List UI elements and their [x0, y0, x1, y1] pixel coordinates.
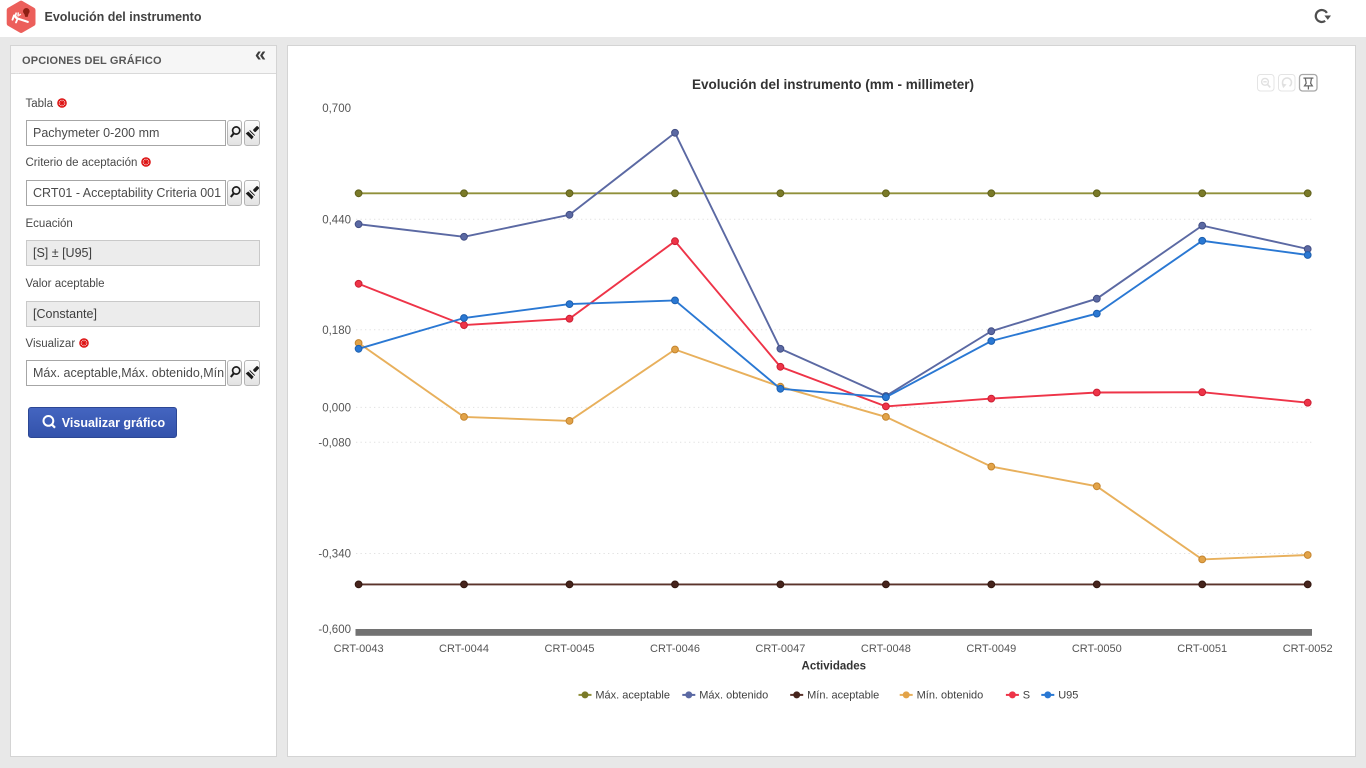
- svg-text:0,440: 0,440: [322, 214, 351, 226]
- svg-text:-0,600: -0,600: [318, 624, 351, 636]
- svg-text:0,700: 0,700: [322, 103, 351, 115]
- svg-text:CRT-0050: CRT-0050: [1072, 643, 1122, 655]
- svg-text:CRT-0043: CRT-0043: [334, 643, 384, 655]
- svg-text:0,180: 0,180: [322, 325, 351, 337]
- svg-text:0,000: 0,000: [322, 402, 351, 414]
- svg-text:CRT-0048: CRT-0048: [861, 643, 911, 655]
- svg-text:Evolución del instrumento (mm: Evolución del instrumento (mm - millimet…: [692, 77, 974, 92]
- svg-text:Máx. obtenido: Máx. obtenido: [699, 690, 768, 702]
- svg-text:CRT-0047: CRT-0047: [755, 643, 805, 655]
- svg-text:Actividades: Actividades: [802, 661, 867, 673]
- svg-text:CRT-0044: CRT-0044: [439, 643, 489, 655]
- svg-text:Mín. aceptable: Mín. aceptable: [807, 690, 879, 702]
- svg-text:Mín. obtenido: Mín. obtenido: [917, 690, 984, 702]
- svg-text:S: S: [1023, 690, 1030, 702]
- svg-text:CRT-0046: CRT-0046: [650, 643, 700, 655]
- svg-text:Máx. aceptable: Máx. aceptable: [595, 690, 670, 702]
- svg-text:-0,080: -0,080: [318, 437, 351, 449]
- svg-text:CRT-0049: CRT-0049: [966, 643, 1016, 655]
- svg-text:-0,340: -0,340: [318, 549, 351, 561]
- svg-text:CRT-0052: CRT-0052: [1283, 643, 1333, 655]
- svg-text:CRT-0051: CRT-0051: [1177, 643, 1227, 655]
- svg-text:CRT-0045: CRT-0045: [545, 643, 595, 655]
- svg-text:U95: U95: [1058, 690, 1078, 702]
